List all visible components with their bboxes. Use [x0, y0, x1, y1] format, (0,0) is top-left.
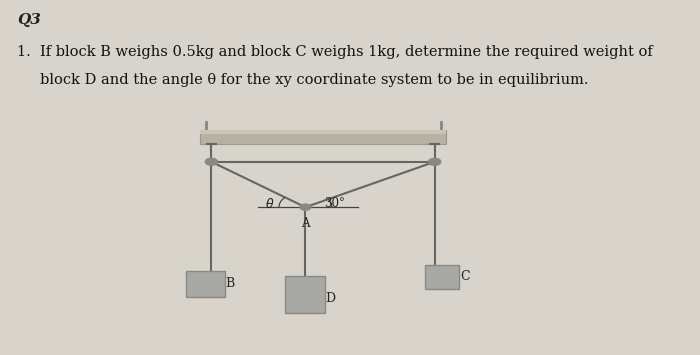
Text: 30°: 30°	[324, 197, 345, 210]
Circle shape	[428, 158, 441, 166]
Bar	[186, 271, 225, 297]
Circle shape	[300, 204, 311, 211]
Bar	[199, 130, 447, 134]
Text: block D and the angle θ for the xy coordinate system to be in equilibrium.: block D and the angle θ for the xy coord…	[18, 73, 589, 87]
Text: C: C	[460, 269, 470, 283]
Text: 1.  If block B weighs 0.5kg and block C weighs 1kg, determine the required weigh: 1. If block B weighs 0.5kg and block C w…	[18, 45, 653, 59]
Text: $\theta$: $\theta$	[265, 197, 275, 211]
Bar	[199, 130, 447, 144]
Text: A: A	[301, 217, 309, 230]
Bar	[286, 276, 326, 313]
Text: B: B	[225, 277, 235, 290]
Text: Q3: Q3	[18, 13, 41, 27]
Text: D: D	[325, 291, 335, 305]
Circle shape	[205, 158, 218, 166]
Bar	[426, 265, 459, 289]
